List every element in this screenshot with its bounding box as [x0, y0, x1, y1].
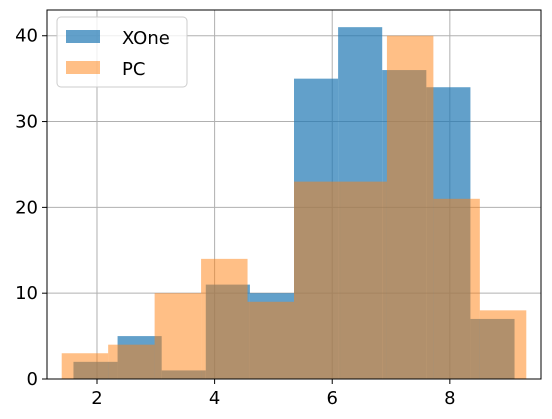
- bar-pc: [201, 258, 248, 379]
- y-tick-label: 0: [27, 369, 38, 390]
- bar-pc: [61, 353, 109, 379]
- bar-pc: [247, 301, 294, 379]
- bar-pc: [154, 293, 202, 379]
- x-tick-label: 6: [326, 388, 337, 409]
- y-tick-label: 40: [15, 26, 38, 47]
- y-tick-label: 30: [15, 112, 38, 133]
- legend-label-xone: XOne: [122, 28, 170, 49]
- x-tick-label: 2: [91, 388, 102, 409]
- axes: [46, 9, 542, 380]
- legend-swatch-xone: [66, 30, 100, 43]
- bar-pc: [340, 181, 387, 379]
- bar-pc: [479, 310, 527, 379]
- axis-ticks: 2 4 6 8 0 10 20 30 40: [15, 26, 455, 409]
- x-tick-label: 8: [444, 388, 455, 409]
- bar-pc: [294, 181, 341, 379]
- axes-frame: [46, 9, 542, 380]
- y-tick-label: 10: [15, 283, 38, 304]
- legend: XOne PC: [56, 16, 188, 88]
- x-tick-label: 4: [209, 388, 220, 409]
- y-tick-label: 20: [15, 197, 38, 218]
- bar-pc: [386, 35, 434, 379]
- legend-swatch-pc: [66, 61, 100, 74]
- bar-pc: [433, 198, 480, 379]
- legend-label-pc: PC: [122, 59, 145, 80]
- histogram-bars: [61, 27, 527, 380]
- bar-pc: [108, 344, 155, 379]
